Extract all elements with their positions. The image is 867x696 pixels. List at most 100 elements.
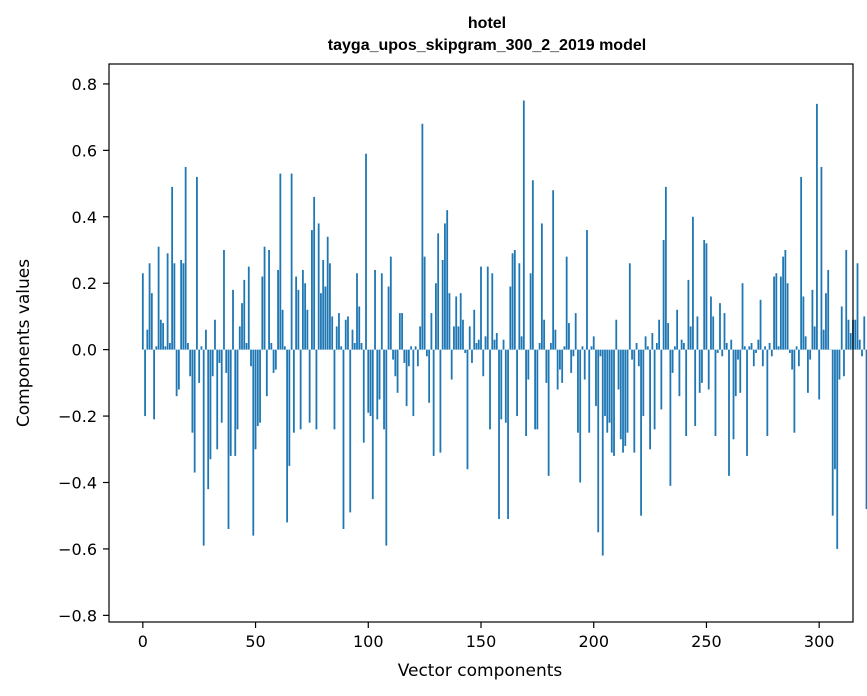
bar-293 bbox=[802, 296, 805, 350]
x-tick-label: 100 bbox=[353, 632, 384, 651]
bar-107 bbox=[383, 349, 385, 430]
bar-192 bbox=[574, 313, 577, 350]
bar-177 bbox=[540, 223, 543, 350]
bar-169 bbox=[522, 100, 525, 350]
bar-209 bbox=[613, 349, 615, 456]
bar-120 bbox=[412, 349, 415, 417]
bar-66 bbox=[290, 173, 293, 350]
bar-180 bbox=[547, 349, 550, 476]
bar-24 bbox=[196, 176, 198, 350]
bar-163 bbox=[509, 286, 512, 350]
bar-19 bbox=[184, 166, 187, 350]
bar-126 bbox=[425, 349, 428, 357]
bar-87 bbox=[338, 313, 340, 350]
bar-176 bbox=[538, 343, 541, 350]
bar-5 bbox=[153, 349, 155, 420]
bar-7 bbox=[157, 246, 160, 350]
bar-184 bbox=[556, 349, 559, 390]
bar-156 bbox=[493, 339, 496, 350]
bar-298 bbox=[813, 326, 816, 350]
bar-31 bbox=[211, 349, 214, 377]
bar-46 bbox=[245, 343, 248, 350]
bar-51 bbox=[256, 349, 259, 427]
bar-117 bbox=[405, 349, 408, 407]
bar-150 bbox=[480, 266, 482, 350]
bar-218 bbox=[633, 349, 636, 453]
bar-310 bbox=[840, 306, 843, 350]
bar-75 bbox=[311, 230, 313, 350]
bar-239 bbox=[680, 339, 683, 350]
bar-318 bbox=[858, 339, 861, 350]
bar-228 bbox=[655, 343, 658, 350]
x-tick-label: 150 bbox=[466, 632, 497, 651]
bar-159 bbox=[500, 349, 503, 420]
bar-319 bbox=[861, 349, 863, 357]
bar-77 bbox=[315, 349, 318, 430]
bar-309 bbox=[838, 349, 841, 380]
bar-135 bbox=[446, 210, 449, 350]
bar-110 bbox=[389, 256, 392, 350]
bar-196 bbox=[583, 349, 586, 380]
bar-286 bbox=[786, 283, 789, 350]
bar-134 bbox=[444, 223, 446, 350]
bar-220 bbox=[637, 349, 640, 367]
bar-125 bbox=[423, 256, 426, 350]
bar-303 bbox=[825, 293, 827, 350]
bar-317 bbox=[856, 263, 859, 350]
bar-268 bbox=[746, 349, 748, 456]
bar-15 bbox=[175, 349, 178, 397]
bar-170 bbox=[525, 349, 527, 436]
bar-116 bbox=[403, 349, 406, 363]
bar-308 bbox=[836, 349, 839, 549]
bar-64 bbox=[286, 349, 289, 523]
bar-20 bbox=[187, 343, 189, 350]
bar-39 bbox=[229, 349, 232, 456]
bar-168 bbox=[520, 336, 523, 350]
bar-73 bbox=[306, 309, 309, 350]
bar-205 bbox=[604, 349, 606, 417]
bar-201 bbox=[595, 349, 597, 407]
bar-32 bbox=[214, 319, 216, 350]
bar-44 bbox=[241, 303, 243, 350]
bar-232 bbox=[664, 186, 667, 350]
bar-267 bbox=[743, 346, 746, 350]
bar-108 bbox=[385, 349, 388, 546]
bar-240 bbox=[683, 343, 685, 350]
bar-172 bbox=[529, 273, 532, 350]
bar-67 bbox=[292, 349, 295, 433]
bar-36 bbox=[223, 250, 225, 350]
bar-259 bbox=[725, 343, 728, 350]
bar-89 bbox=[342, 349, 345, 529]
bar-300 bbox=[818, 349, 821, 400]
bar-28 bbox=[205, 329, 207, 350]
bar-167 bbox=[518, 263, 521, 350]
bar-316 bbox=[854, 319, 857, 350]
x-tick-label: 0 bbox=[138, 632, 148, 651]
bar-97 bbox=[360, 343, 363, 350]
bar-10 bbox=[164, 346, 167, 350]
bar-294 bbox=[804, 336, 807, 350]
bar-297 bbox=[811, 289, 814, 350]
bar-74 bbox=[308, 349, 311, 423]
bar-90 bbox=[344, 319, 347, 350]
bar-225 bbox=[649, 349, 651, 450]
bar-277 bbox=[766, 349, 769, 436]
bar-112 bbox=[394, 349, 397, 377]
bar-164 bbox=[511, 253, 514, 350]
bar-47 bbox=[247, 266, 250, 350]
bar-235 bbox=[671, 349, 674, 373]
y-tick-label: −0.6 bbox=[58, 540, 97, 559]
x-tick-label: 200 bbox=[578, 632, 609, 651]
bar-292 bbox=[800, 176, 803, 350]
bar-105 bbox=[378, 349, 381, 400]
bar-70 bbox=[299, 349, 302, 430]
bar-91 bbox=[347, 316, 349, 350]
bar-253 bbox=[712, 316, 715, 350]
bar-33 bbox=[216, 349, 219, 450]
bar-217 bbox=[631, 349, 633, 360]
bar-262 bbox=[732, 349, 735, 440]
bar-249 bbox=[703, 240, 706, 350]
bar-113 bbox=[396, 349, 399, 393]
bar-245 bbox=[694, 349, 697, 427]
bar-131 bbox=[437, 233, 440, 350]
